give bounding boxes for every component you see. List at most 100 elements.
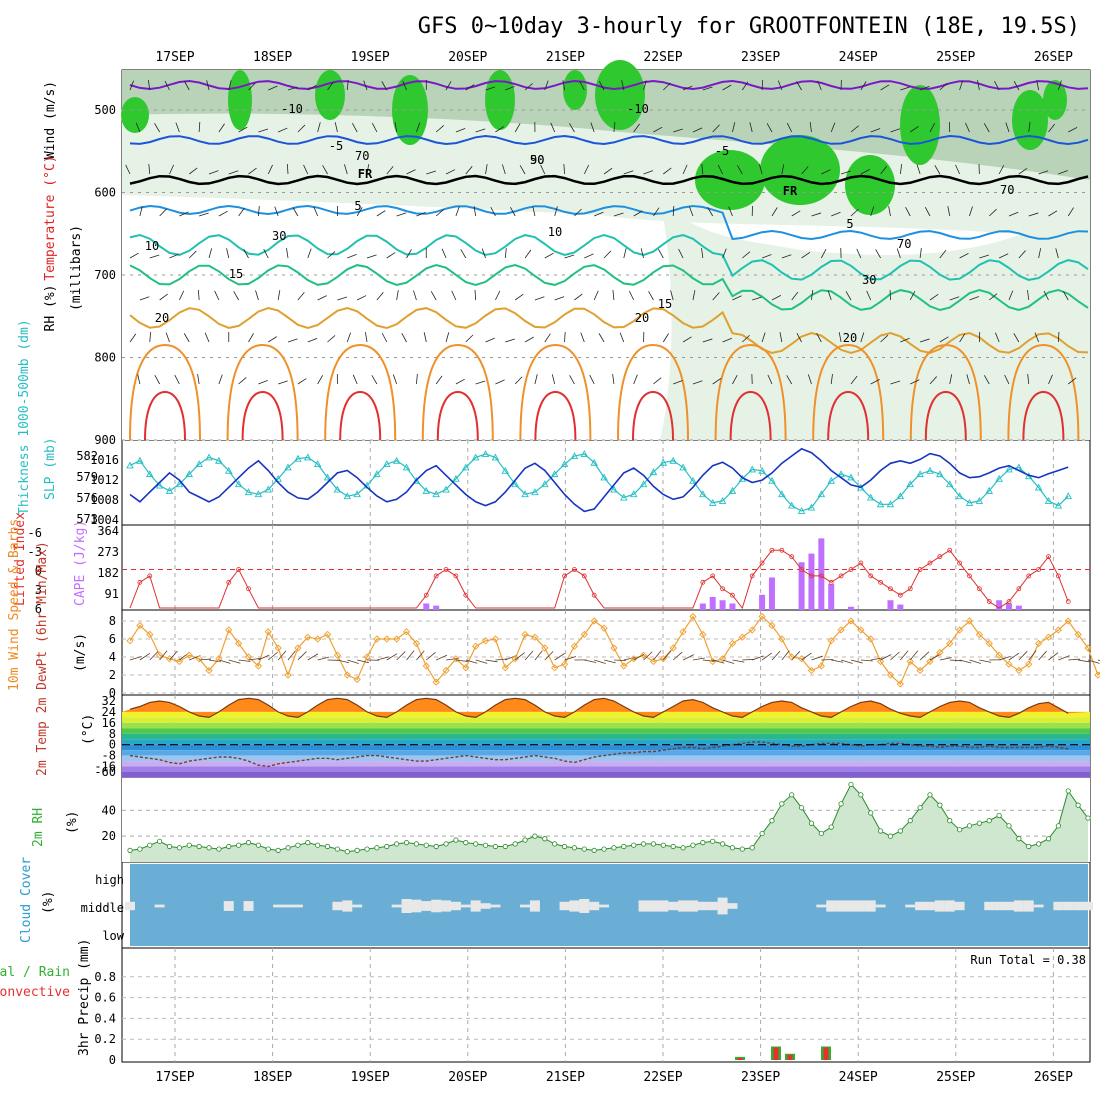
- rh-point: [266, 847, 270, 851]
- cloud-bar: [826, 900, 836, 911]
- cloud-bar: [589, 902, 599, 910]
- pressure-tick: 600: [94, 186, 116, 200]
- rh-point: [523, 838, 527, 842]
- rh-point: [493, 844, 497, 848]
- rh-point: [957, 827, 961, 831]
- cloud-bar: [431, 900, 441, 913]
- rh-point: [138, 847, 142, 851]
- date-label-bottom: 25SEP: [936, 1070, 975, 1085]
- cloud-bar: [698, 902, 708, 910]
- cloud-bar: [342, 900, 352, 911]
- rh-point: [325, 844, 329, 848]
- rh-point: [562, 844, 566, 848]
- rh-point: [276, 848, 280, 852]
- rh-blob: [845, 155, 895, 215]
- rh-axis-label: 2m RH: [31, 808, 46, 847]
- rh-point: [691, 843, 695, 847]
- date-label-bottom: 21SEP: [546, 1070, 585, 1085]
- cape-bar: [759, 595, 765, 610]
- cloud-bar: [1063, 902, 1073, 910]
- wind-tick: 8: [109, 614, 116, 628]
- isotherm-label: 20: [155, 311, 169, 325]
- cloud-axis-label: Cloud Cover: [19, 857, 34, 943]
- precip-tick: 0.6: [94, 991, 116, 1005]
- rh-point: [483, 843, 487, 847]
- wind-barb-10m: [663, 651, 671, 660]
- rh-blob: [563, 70, 587, 110]
- rh-point: [602, 847, 606, 851]
- rh-point: [701, 840, 705, 844]
- date-label-top: 17SEP: [155, 50, 194, 65]
- wind-barb-10m: [910, 651, 918, 660]
- pressure-tick: 900: [94, 433, 116, 447]
- rh-point: [533, 834, 537, 838]
- precip-tick: 0.2: [94, 1032, 116, 1046]
- date-label-bottom: 22SEP: [643, 1070, 682, 1085]
- wind-barb-10m: [1029, 651, 1036, 660]
- cape-bar: [887, 600, 893, 610]
- wind-barb-10m: [960, 660, 972, 663]
- precip-convective-bar: [824, 1047, 829, 1060]
- rh-point: [661, 843, 665, 847]
- rh-point: [987, 818, 991, 822]
- cloud-bar: [846, 900, 856, 911]
- cloud-bar: [1014, 900, 1024, 911]
- rh-point: [888, 834, 892, 838]
- cape-bar: [897, 605, 903, 610]
- rh-point: [355, 848, 359, 852]
- cloud-bar: [283, 905, 293, 908]
- rh-point: [631, 843, 635, 847]
- isotherm-label: -5: [715, 144, 729, 158]
- wind-axis-unit: (m/s): [73, 633, 88, 672]
- rh-point: [967, 824, 971, 828]
- wind-barb-10m: [673, 652, 682, 660]
- isotherm-label: 10: [145, 239, 159, 253]
- wind-barb-10m: [920, 652, 929, 660]
- wind-barb-10m: [772, 651, 780, 660]
- rh-point: [157, 839, 161, 843]
- cape-bar: [828, 584, 834, 610]
- slp-tick: 1012: [90, 473, 119, 487]
- rh-point: [315, 843, 319, 847]
- upper-axis-label: Wind (m/s): [43, 81, 58, 159]
- cloud-bar: [718, 898, 728, 915]
- wind-axis-label: 10m Wind Speed & Barbs: [7, 519, 22, 691]
- wind-barb-10m: [782, 651, 789, 660]
- rh-point: [1076, 803, 1080, 807]
- cloud-bar: [905, 905, 915, 908]
- rh-point: [227, 844, 231, 848]
- rh-point: [859, 793, 863, 797]
- cloud-bar: [856, 900, 866, 911]
- temp-axis-label: 2m Temp 2m DewPt (6hr Min/Max): [35, 541, 50, 776]
- precip-convective-bar: [738, 1058, 743, 1060]
- cloud-bar: [955, 902, 965, 910]
- rh-point: [612, 846, 616, 850]
- rh-point: [1056, 824, 1060, 828]
- date-label-top: 18SEP: [253, 50, 292, 65]
- cloud-bar: [441, 900, 451, 911]
- rh-point: [730, 846, 734, 850]
- wind-barb-10m: [545, 651, 553, 660]
- rh-point: [1027, 844, 1031, 848]
- isotherm-label: 15: [658, 297, 672, 311]
- cloud-bar: [471, 900, 481, 911]
- rh-point: [335, 847, 339, 851]
- wind-barb-10m: [407, 651, 415, 660]
- rh-point: [365, 847, 369, 851]
- rh-contour-label: 70: [897, 237, 911, 251]
- wind-barb-10m: [170, 651, 178, 660]
- rh-point: [592, 848, 596, 852]
- rh-point: [908, 818, 912, 822]
- wind-barb-10m: [1058, 656, 1069, 660]
- date-label-top: 23SEP: [741, 50, 780, 65]
- cloud-bar: [411, 900, 421, 913]
- rh-point: [780, 802, 784, 806]
- cloud-bar: [648, 900, 658, 911]
- wind-barb-10m: [229, 660, 241, 663]
- rh-contour-label: 30: [862, 273, 876, 287]
- temp-color-band: [122, 723, 1090, 728]
- cloud-bar: [520, 905, 530, 908]
- cloud-bar: [402, 899, 412, 913]
- cloud-bar: [125, 902, 135, 910]
- precip-tick: 0: [109, 1053, 116, 1067]
